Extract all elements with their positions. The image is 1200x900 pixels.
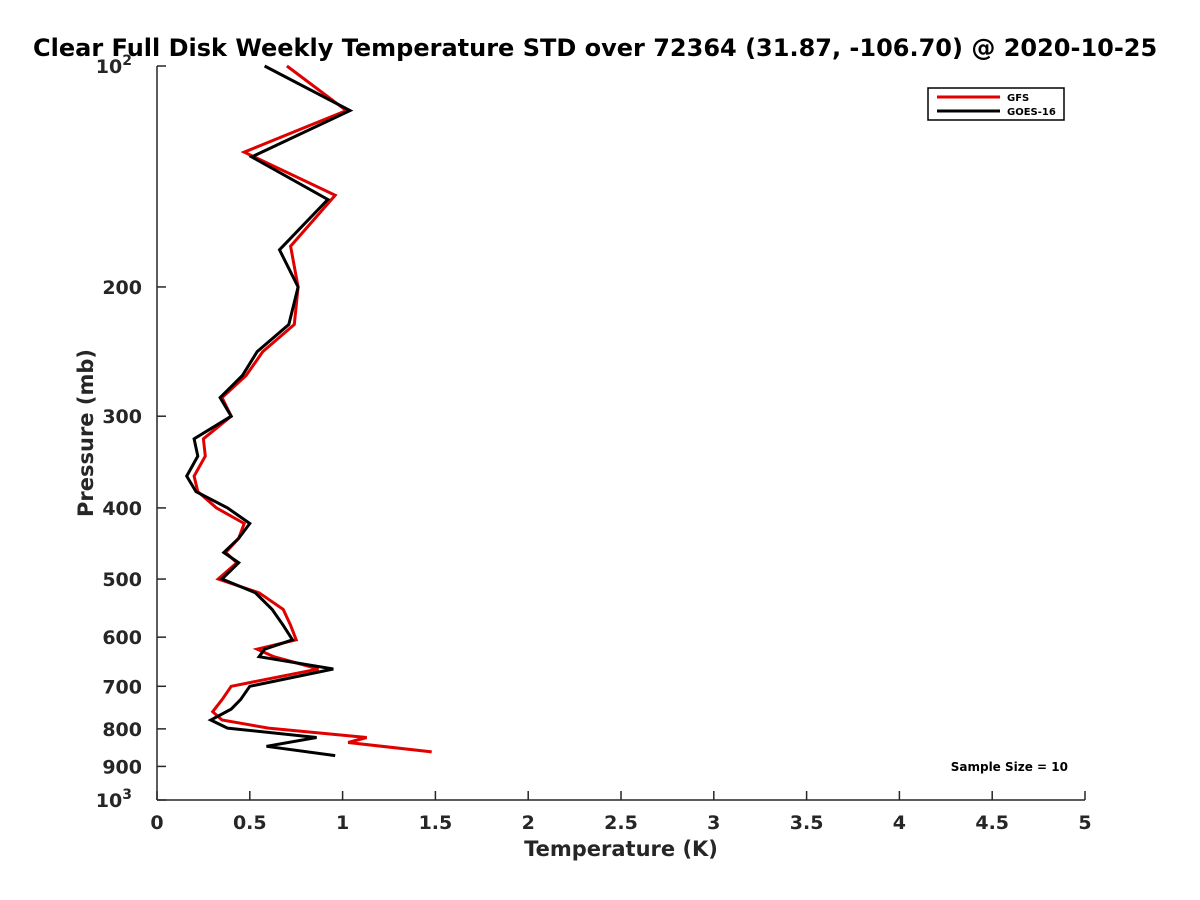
y-tick-label: 600 bbox=[102, 627, 142, 649]
y-tick-label: 102 bbox=[96, 53, 132, 78]
legend-box bbox=[927, 87, 1065, 121]
y-tick-label: 300 bbox=[102, 406, 142, 428]
y-tick-label: 500 bbox=[102, 569, 142, 591]
y-tick-label-base: 900 bbox=[102, 756, 142, 778]
y-tick-label-base: 10 bbox=[96, 790, 122, 812]
x-tick-label: 5 bbox=[1078, 812, 1091, 834]
x-tick-label: 4.5 bbox=[975, 812, 1009, 834]
legend-label-goes-16: GOES-16 bbox=[1007, 107, 1056, 118]
y-tick-label-base: 200 bbox=[102, 277, 142, 299]
x-tick-label: 3.5 bbox=[790, 812, 824, 834]
x-tick-label: 2.5 bbox=[604, 812, 638, 834]
x-tick-label: 0 bbox=[150, 812, 163, 834]
plot-area: 0 0.5 1 1.5 2 2.5 3 3.5 4 4.5 51022003004005006007… bbox=[96, 53, 1092, 834]
y-tick-label: 103 bbox=[96, 787, 132, 812]
x-tick-label: 2 bbox=[522, 812, 535, 834]
y-tick-label-exponent: 3 bbox=[122, 787, 132, 803]
x-tick-label: 0.5 bbox=[233, 812, 267, 834]
y-tick-label-exponent: 2 bbox=[122, 53, 132, 69]
legend: GFS GOES-16 bbox=[927, 87, 1065, 121]
y-tick-label-base: 500 bbox=[102, 569, 142, 591]
y-tick-label-base: 10 bbox=[96, 56, 122, 78]
y-tick-label: 900 bbox=[102, 756, 142, 778]
series-line-goes-16 bbox=[184, 64, 354, 758]
y-tick-label: 800 bbox=[102, 719, 142, 741]
x-axis-label: Temperature (K) bbox=[524, 837, 718, 861]
y-tick-label-base: 700 bbox=[102, 676, 142, 698]
sample-size-annotation: Sample Size = 10 bbox=[951, 760, 1068, 774]
x-tick-label: 1.5 bbox=[419, 812, 453, 834]
series-line-gfs bbox=[192, 64, 432, 754]
x-tick-label: 1 bbox=[336, 812, 349, 834]
y-axis-label: Pressure (mb) bbox=[74, 349, 98, 517]
y-tick-label-base: 600 bbox=[102, 627, 142, 649]
y-tick-label-base: 300 bbox=[102, 406, 142, 428]
y-tick-label: 400 bbox=[102, 498, 142, 520]
y-tick-label: 200 bbox=[102, 277, 142, 299]
legend-label-gfs: GFS bbox=[1007, 93, 1029, 104]
y-tick-label-base: 400 bbox=[102, 498, 142, 520]
y-tick-label-base: 800 bbox=[102, 719, 142, 741]
y-tick-label: 700 bbox=[102, 676, 142, 698]
x-tick-label: 4 bbox=[893, 812, 906, 834]
x-tick-label: 3 bbox=[707, 812, 720, 834]
chart-title: Clear Full Disk Weekly Temperature STD o… bbox=[33, 34, 1157, 62]
